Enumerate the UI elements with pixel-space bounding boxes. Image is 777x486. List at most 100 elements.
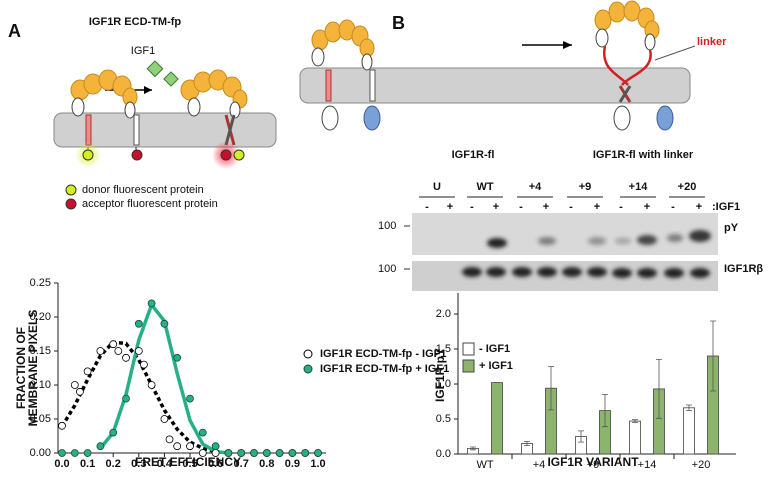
data-point <box>211 442 220 451</box>
data-point <box>301 449 310 457</box>
lane-group-label: +4 <box>529 181 542 193</box>
data-point <box>173 353 182 362</box>
lane-sign: - <box>569 201 573 213</box>
x-axis-title: IGF1R VARIANT <box>547 455 639 469</box>
western-blot <box>404 213 718 291</box>
y-tick-label: 1.0 <box>436 378 451 390</box>
lane-group-label: WT <box>476 181 493 193</box>
y-tick-label: 0.25 <box>30 277 51 289</box>
data-point <box>96 442 105 451</box>
linker-label: linker <box>697 36 727 48</box>
diagram-a <box>53 60 277 210</box>
construct-label: IGF1R-fl <box>452 149 495 161</box>
error-bar <box>656 359 662 419</box>
legend-label: - IGF1 <box>479 343 510 355</box>
lane-sign: + <box>644 201 650 213</box>
data-point <box>160 415 169 423</box>
blot-row-label: pY <box>724 222 739 234</box>
data-point <box>70 381 79 389</box>
data-point <box>198 449 207 457</box>
lane-sign: + <box>493 201 499 213</box>
y-tick-label: 0.15 <box>30 345 51 357</box>
y-tick-label: 0.0 <box>436 448 451 460</box>
data-point <box>173 442 182 451</box>
data-point <box>122 394 130 403</box>
lane-sign: - <box>425 201 429 213</box>
x-tick-label: 0.7 <box>234 458 249 470</box>
x-tick-label: 0.3 <box>131 458 146 470</box>
data-point <box>58 449 66 457</box>
data-point <box>147 381 156 389</box>
x-tick-label: 0.0 <box>54 458 69 470</box>
y-axis-title: FRACTION OF <box>14 327 28 409</box>
diagram-b <box>299 0 696 131</box>
data-point <box>114 347 123 355</box>
y-axis-title: IGF1R pY <box>433 348 447 402</box>
legend-label: IGF1R ECD-TM-fp - IGF1 <box>320 348 447 360</box>
x-tick-label: 0.5 <box>182 458 197 470</box>
y-tick-label: 0.10 <box>30 379 51 391</box>
mw-marker: 100 <box>378 263 396 275</box>
error-bar <box>602 394 608 428</box>
lane-sign: - <box>519 201 523 213</box>
data-point <box>109 340 118 349</box>
data-point <box>134 347 143 355</box>
data-point <box>83 449 92 457</box>
data-point <box>250 449 258 457</box>
mw-marker: 100 <box>378 220 396 232</box>
y-tick-label: 0.20 <box>30 311 51 323</box>
lane-sign: + <box>594 201 600 213</box>
x-tick-label: +4 <box>533 459 546 471</box>
data-point <box>140 360 148 369</box>
lane-group-label: +14 <box>629 181 649 193</box>
data-point <box>288 449 297 457</box>
legend-label: donor fluorescent protein <box>82 184 204 196</box>
lane-sign: - <box>470 201 474 213</box>
legend-label: IGF1R ECD-TM-fp + IGF1 <box>320 363 449 375</box>
y-tick-label: 0.05 <box>30 413 51 425</box>
data-point <box>186 442 194 451</box>
panel-label: A <box>8 21 21 41</box>
x-tick-label: 1.0 <box>310 458 325 470</box>
legend-marker <box>303 364 313 374</box>
y-tick-label: 1.5 <box>436 343 451 355</box>
x-tick-label: 0.8 <box>259 458 274 470</box>
bar <box>491 382 503 455</box>
legend-marker <box>462 342 475 356</box>
data-point <box>76 387 84 396</box>
bar <box>683 407 695 455</box>
legend-marker <box>303 349 313 359</box>
error-bar <box>710 320 716 392</box>
panel-label: B <box>392 13 405 33</box>
data-point <box>314 449 322 457</box>
y-axis-title: MEMBRANE PIXELS <box>26 310 40 427</box>
data-point <box>147 299 156 308</box>
legend-marker <box>462 359 475 373</box>
x-tick-label: +20 <box>692 459 711 471</box>
error-bar <box>686 404 692 411</box>
x-tick-label: 0.9 <box>285 458 300 470</box>
data-point <box>160 319 169 328</box>
lane-group-label: +20 <box>678 181 697 193</box>
legend-label: + IGF1 <box>479 360 513 372</box>
data-point <box>83 367 92 376</box>
y-tick-label: 0.00 <box>30 447 51 459</box>
x-tick-label: +9 <box>587 459 600 471</box>
lane-sign: - <box>671 201 675 213</box>
x-tick-label: WT <box>476 459 493 471</box>
x-tick-label: 0.1 <box>80 458 95 470</box>
error-bar <box>632 419 638 423</box>
data-point <box>186 394 194 403</box>
error-bar <box>578 430 584 443</box>
data-point <box>224 449 233 457</box>
x-axis-title: FRET EFFICIENCY <box>135 455 241 469</box>
ligand-label: IGF1 <box>131 45 155 57</box>
error-bar <box>470 446 476 451</box>
data-point <box>211 449 220 457</box>
x-tick-label: 0.4 <box>157 458 173 470</box>
data-point <box>122 353 130 362</box>
y-tick-label: 2.0 <box>436 308 451 320</box>
data-point <box>237 449 246 457</box>
legend-label: acceptor fluorescent protein <box>82 198 218 210</box>
